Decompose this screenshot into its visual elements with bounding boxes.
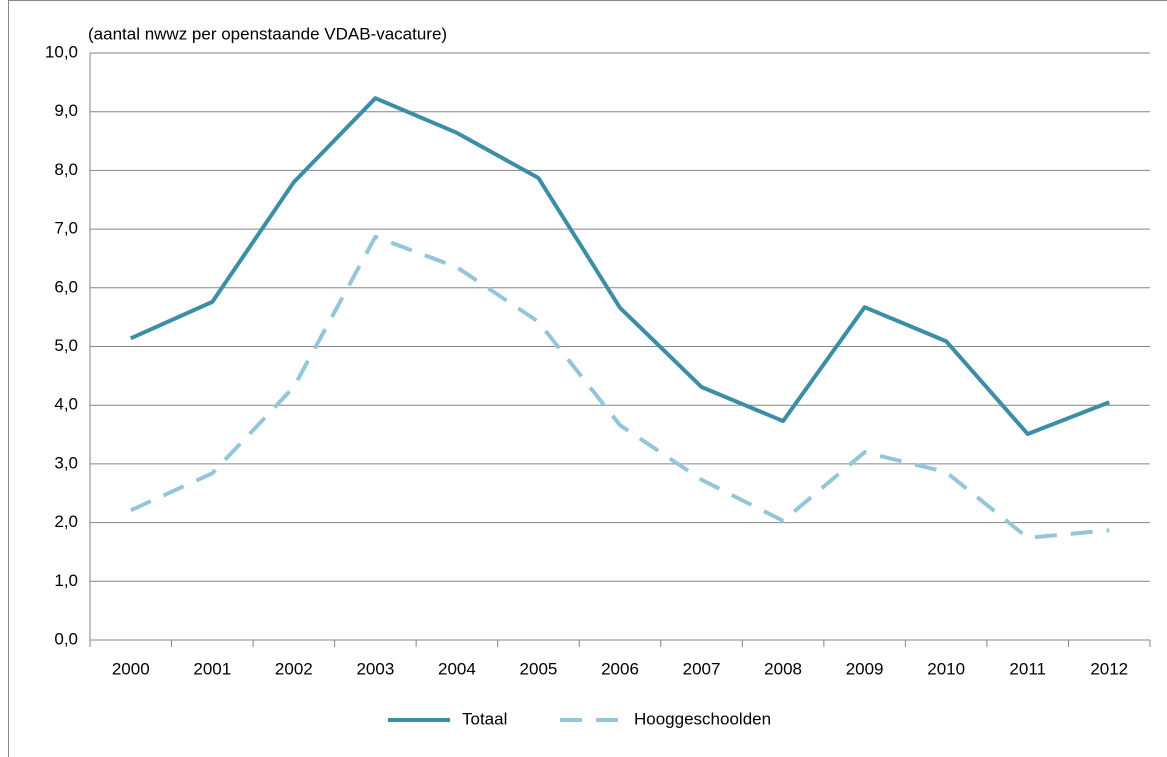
y-tick-label: 5,0 [54, 336, 78, 355]
x-tick-label: 2000 [112, 659, 150, 678]
chart-frame [8, 0, 1167, 757]
data-line [129, 234, 1110, 540]
y-tick-label: 6,0 [54, 277, 78, 296]
legend-label: Hooggeschoolden [634, 709, 771, 728]
x-tick-label: 2006 [601, 659, 639, 678]
y-tick-label: 7,0 [54, 219, 78, 238]
y-tick-label: 1,0 [54, 571, 78, 590]
x-tick-label: 2004 [438, 659, 476, 678]
x-tick-label: 2009 [846, 659, 884, 678]
x-tick-label: 2001 [193, 659, 231, 678]
x-tick-label: 2003 [356, 659, 394, 678]
y-tick-label: 4,0 [54, 395, 78, 414]
y-tick-label: 0,0 [54, 629, 78, 648]
y-tick-label: 10,0 [45, 42, 78, 61]
legend-label: Totaal [462, 709, 507, 728]
x-tick-label: 2008 [764, 659, 802, 678]
y-tick-label: 9,0 [54, 101, 78, 120]
x-tick-label: 2002 [275, 659, 313, 678]
y-tick-label: 8,0 [54, 160, 78, 179]
x-tick-label: 2005 [520, 659, 558, 678]
x-tick-label: 2011 [1009, 659, 1046, 678]
x-tick-label: 2012 [1090, 659, 1128, 678]
data-line [129, 96, 1110, 436]
y-tick-label: 2,0 [54, 512, 78, 531]
y-tick-label: 3,0 [54, 453, 78, 472]
x-tick-label: 2010 [927, 659, 965, 678]
x-tick-label: 2007 [683, 659, 721, 678]
chart-title: (aantal nwwz per openstaande VDAB-vacatu… [88, 24, 447, 43]
